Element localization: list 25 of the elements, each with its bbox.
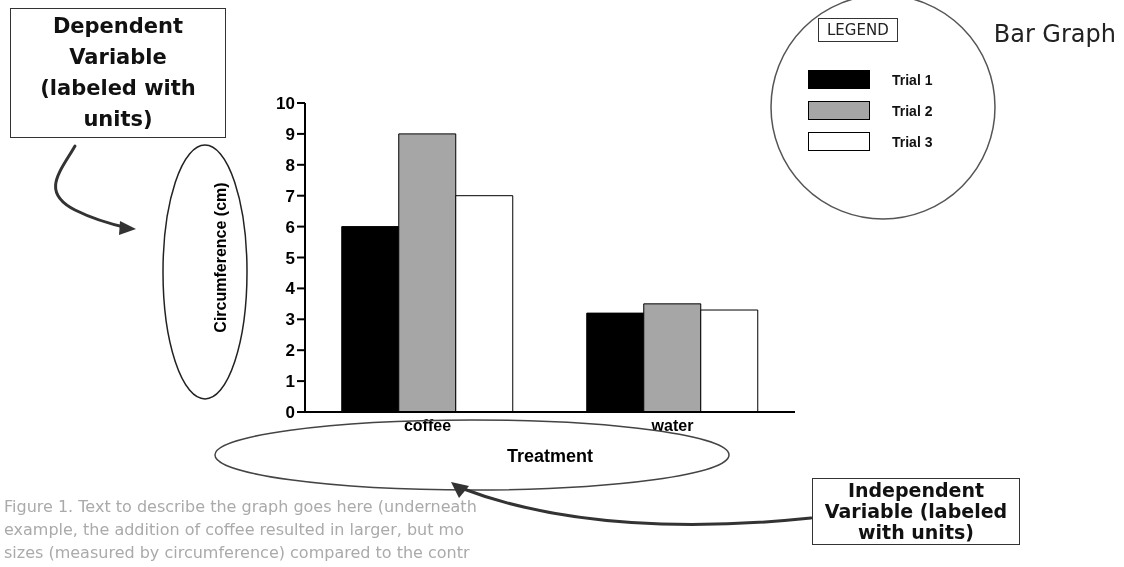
y-tick-label: 7 [285, 186, 295, 206]
legend-label: Trial 2 [892, 102, 933, 119]
text: Independent Variable (labeled with units) [812, 478, 1020, 545]
y-tick-label: 10 [276, 94, 295, 114]
y-tick-label: 1 [285, 372, 295, 392]
text: Bar Graph [993, 20, 1116, 48]
x-tick-label: water [650, 417, 694, 435]
y-tick-label: 5 [285, 248, 295, 268]
legend-label: Trial 1 [892, 71, 933, 88]
x-tick-label: coffee [403, 417, 452, 435]
y-tick-label: 4 [285, 279, 296, 299]
text: sizes (measured by circumference) compared to the contr [4, 543, 470, 562]
text: example, the addition of coffee resulted in larger, but mo [4, 520, 464, 539]
y-tick-label: 2 [285, 341, 295, 361]
text: Dependent Variable (labeled with units) [10, 8, 226, 138]
legend-title: LEGEND [818, 18, 898, 42]
x-axis-title: Treatment [506, 446, 594, 466]
y-tick-label: 3 [285, 310, 295, 330]
y-axis-title: Circumference (cm) [211, 182, 229, 333]
y-tick-label: 6 [285, 217, 295, 237]
legend-label: Trial 3 [892, 133, 933, 150]
caption: Figure 1. Text to describe the graph goes here (underneath [4, 497, 477, 516]
y-tick-label: 8 [285, 155, 295, 175]
y-tick-label: 9 [285, 124, 295, 144]
y-tick-label: 0 [285, 403, 295, 423]
